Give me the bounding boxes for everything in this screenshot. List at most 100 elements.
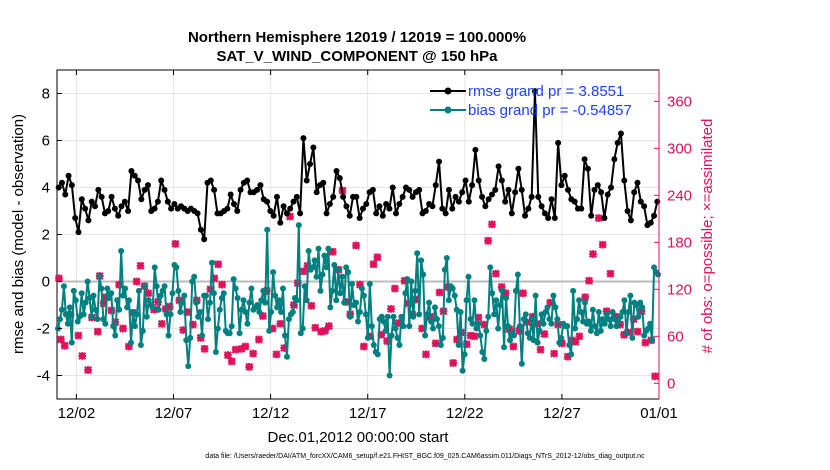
bias-point [289, 309, 296, 316]
bias-point [297, 330, 304, 337]
rmse-point [422, 208, 429, 214]
bias-point [341, 299, 348, 306]
rmse-point [273, 193, 280, 200]
rmse-point [571, 198, 578, 205]
rmse-point [72, 215, 79, 222]
rmse-point [125, 208, 132, 214]
rmse-point [416, 186, 423, 193]
bias-point [581, 299, 588, 306]
rmse-point [75, 229, 82, 236]
rmse-point [479, 193, 486, 200]
rmse-point [227, 191, 234, 198]
bias-point [185, 363, 192, 370]
bias-point [374, 351, 381, 358]
rmse-point [369, 186, 376, 193]
rmse-point [300, 135, 307, 142]
bias-point [609, 309, 616, 316]
rmse-point [237, 186, 244, 193]
bias-point [347, 313, 354, 320]
rmse-point [376, 203, 383, 210]
bias-point [380, 318, 387, 325]
rmse-point [68, 182, 75, 189]
obs-assimilated-point [509, 342, 518, 351]
rmse-point [171, 200, 178, 207]
rmse-point [330, 193, 337, 200]
rmse-point [436, 158, 443, 165]
rmse-point [389, 184, 396, 191]
bias-point [339, 273, 346, 280]
obs-assimilated-point [540, 330, 549, 338]
bias-point [100, 316, 107, 323]
rmse-point [201, 236, 208, 243]
bias-point [139, 327, 146, 334]
bias-point [143, 313, 150, 320]
bias-point [133, 311, 140, 318]
bias-point [505, 323, 512, 330]
rmse-point [614, 139, 621, 146]
y-right-tick-label: 360 [667, 93, 692, 110]
bias-point [645, 325, 652, 332]
bias-point [550, 292, 557, 299]
bias-point [558, 334, 565, 341]
bias-point [319, 271, 326, 278]
bias-point [574, 316, 581, 323]
bias-point [173, 264, 180, 271]
bias-point [629, 334, 636, 341]
bias-point [244, 320, 251, 327]
bias-point [520, 316, 527, 323]
bias-point [465, 273, 472, 280]
rmse-point [85, 217, 92, 224]
rmse-point [561, 172, 568, 179]
bias-point [161, 283, 168, 290]
bias-point [266, 327, 273, 334]
bias-point [428, 318, 435, 325]
bias-point [135, 287, 142, 294]
bias-point [92, 306, 99, 313]
bias-point [157, 292, 164, 299]
obs-assimilated-point [563, 352, 572, 361]
rmse-point [495, 163, 502, 170]
bias-point [305, 247, 312, 254]
bias-point [206, 299, 213, 306]
rmse-point [518, 186, 525, 193]
bias-point [137, 341, 144, 348]
rmse-point [343, 203, 350, 210]
bias-point [331, 262, 338, 269]
y-left-tick-label: -4 [37, 368, 50, 385]
bias-point [625, 309, 632, 316]
rmse-line [57, 90, 659, 241]
bias-point [260, 287, 267, 294]
rmse-point [283, 210, 290, 217]
bias-point [299, 325, 306, 332]
bias-point [481, 356, 488, 363]
bias-point [542, 309, 549, 316]
chart-title-line2: SAT_V_WIND_COMPONENT @ 150 hPa [216, 48, 498, 65]
bias-point [457, 309, 464, 316]
bias-point [528, 316, 535, 323]
obs-assimilated-point [418, 324, 427, 333]
bias-point [193, 299, 200, 306]
bias-point [416, 311, 423, 318]
bias-point [74, 318, 81, 325]
rmse-point [307, 161, 314, 167]
rmse-point [383, 200, 390, 207]
bias-point [295, 222, 302, 229]
bias-point [635, 313, 642, 320]
y-left-tick-label: 0 [42, 274, 50, 291]
bias-point [356, 309, 363, 316]
bias-point [514, 271, 521, 278]
rmse-point [584, 165, 591, 172]
y-right-axis-ticks: 0 60 120 180 240 300 360 [654, 70, 692, 399]
rmse-point [505, 186, 512, 193]
bias-point [276, 297, 283, 304]
rmse-point [578, 205, 585, 212]
bias-point [437, 341, 444, 348]
bias-point [649, 337, 656, 344]
rmse-point [230, 200, 237, 207]
bias-point [279, 285, 286, 292]
bias-point [216, 306, 223, 313]
bias-point [325, 245, 332, 252]
bias-point [441, 266, 448, 273]
bias-point [335, 266, 342, 273]
bias-point [485, 313, 492, 320]
